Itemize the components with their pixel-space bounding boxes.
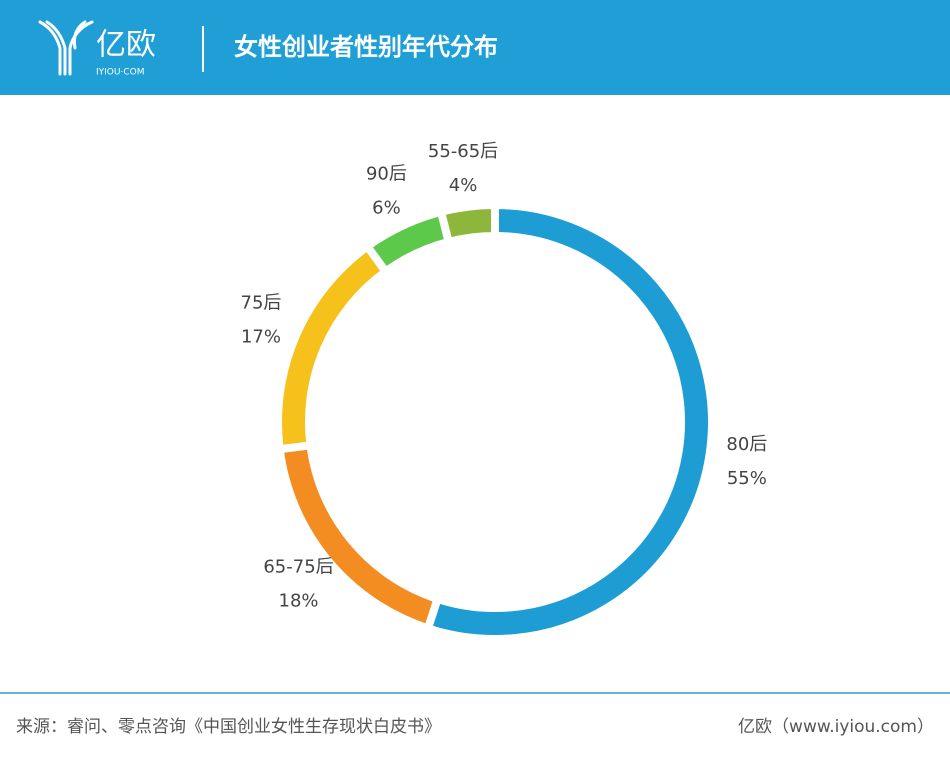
- logo-domain: IYIOU·COM: [96, 68, 144, 78]
- value-label: 4%: [449, 175, 478, 196]
- credit: 亿欧（www.iyiou.com）: [738, 717, 934, 737]
- value-label: 55%: [727, 468, 767, 489]
- donut-segment: [361, 206, 454, 278]
- donut-segment: [422, 200, 716, 643]
- segment-label: 55-65后: [428, 141, 498, 162]
- source: 来源：睿问、零点咨询《中国创业女性生存现状白皮书》: [16, 717, 441, 737]
- donut-segment: [274, 240, 392, 454]
- segment-label: 75后: [241, 293, 282, 314]
- value-label: 18%: [279, 591, 319, 612]
- value-label: 6%: [372, 197, 401, 218]
- logo-name: 亿欧: [96, 28, 156, 63]
- segment-label: 90后: [366, 163, 407, 184]
- donut-segment: [436, 200, 499, 247]
- chart-title: 女性创业者性别年代分布: [234, 33, 498, 61]
- value-label: 17%: [241, 327, 281, 348]
- header-bar: [0, 0, 950, 95]
- segment-label: 65-75后: [263, 557, 333, 578]
- logo-icon: [38, 20, 94, 76]
- segment-label: 80后: [726, 434, 767, 455]
